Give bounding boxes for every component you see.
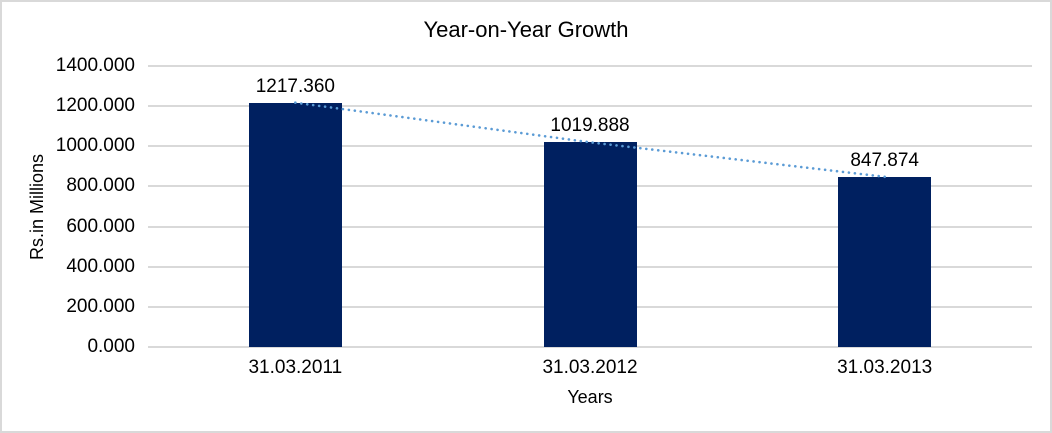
y-tick-label: 1000.000 bbox=[55, 135, 135, 157]
y-tick-label: 1400.000 bbox=[55, 55, 135, 76]
x-category-label: 31.03.2013 bbox=[837, 357, 933, 378]
y-tick-label: 200.000 bbox=[66, 295, 135, 317]
y-tick-label: 1200.000 bbox=[55, 95, 135, 117]
trendline bbox=[294, 101, 887, 179]
plot-area bbox=[148, 65, 1032, 348]
bar-31.03.2013 bbox=[838, 176, 932, 347]
y-tick-label: 800.000 bbox=[66, 175, 135, 197]
x-category-label: 31.03.2012 bbox=[542, 357, 638, 378]
y-tick-label: 0.000 bbox=[87, 336, 135, 357]
data-label: 1217.360 bbox=[255, 75, 335, 97]
y-tick-label: 600.000 bbox=[66, 215, 135, 237]
y-tick-label: 400.000 bbox=[66, 255, 135, 277]
bar-31.03.2011 bbox=[248, 102, 342, 347]
data-label: 847.874 bbox=[850, 149, 919, 171]
chart-title: Year-on-Year Growth bbox=[423, 17, 629, 42]
data-label: 1019.888 bbox=[550, 115, 630, 137]
bar-31.03.2012 bbox=[543, 142, 637, 347]
x-category-label: 31.03.2011 bbox=[248, 357, 343, 378]
x-axis-title: Years bbox=[567, 387, 613, 407]
